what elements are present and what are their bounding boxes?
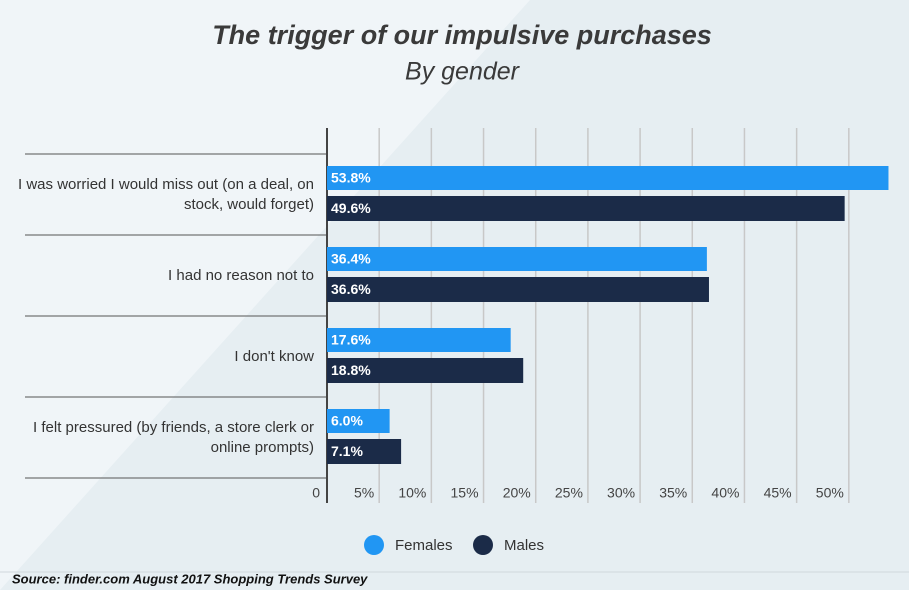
- x-tick-label: 25%: [555, 485, 583, 501]
- x-tick-label: 45%: [764, 485, 792, 501]
- legend-label: Males: [504, 537, 544, 554]
- value-label: 18.8%: [331, 362, 371, 378]
- x-tick-label: 0: [312, 485, 320, 501]
- value-label: 17.6%: [331, 332, 371, 348]
- value-label: 49.6%: [331, 200, 371, 216]
- source: Source: finder.com August 2017 Shopping …: [12, 571, 368, 586]
- x-tick-label: 50%: [816, 485, 844, 501]
- x-tick-label: 30%: [607, 485, 635, 501]
- bar: [327, 358, 524, 383]
- x-tick-label: 40%: [711, 485, 739, 501]
- legend-swatch: [473, 535, 493, 555]
- x-tick-label: 20%: [503, 485, 531, 501]
- y-tick-label: I had no reason not to: [168, 266, 314, 284]
- x-tick-label: 15%: [451, 485, 479, 501]
- legend-label: Females: [395, 537, 453, 554]
- x-tick-label: 35%: [659, 485, 687, 501]
- bar: [327, 409, 390, 433]
- x-tick-label: 5%: [354, 485, 374, 501]
- bar: [327, 247, 707, 271]
- background-wedge: [0, 0, 530, 590]
- y-tick-label: I don't know: [234, 347, 314, 365]
- value-label: 36.6%: [331, 281, 371, 297]
- bar: [327, 166, 889, 190]
- y-tick-label: I felt pressured (by friends, a store cl…: [33, 418, 314, 456]
- bar: [327, 439, 402, 464]
- value-label: 53.8%: [331, 170, 371, 186]
- chart-subtitle: By gender: [405, 58, 521, 86]
- x-tick-label: 10%: [398, 485, 426, 501]
- value-label: 7.1%: [331, 443, 363, 459]
- bar: [327, 277, 709, 302]
- value-label: 36.4%: [331, 251, 371, 267]
- y-tick-label: I was worried I would miss out (on a dea…: [18, 175, 314, 213]
- bar: [327, 196, 845, 221]
- bar: [327, 328, 511, 352]
- legend-swatch: [364, 535, 384, 555]
- value-label: 6.0%: [331, 413, 363, 429]
- chart-title: The trigger of our impulsive purchases: [212, 20, 712, 50]
